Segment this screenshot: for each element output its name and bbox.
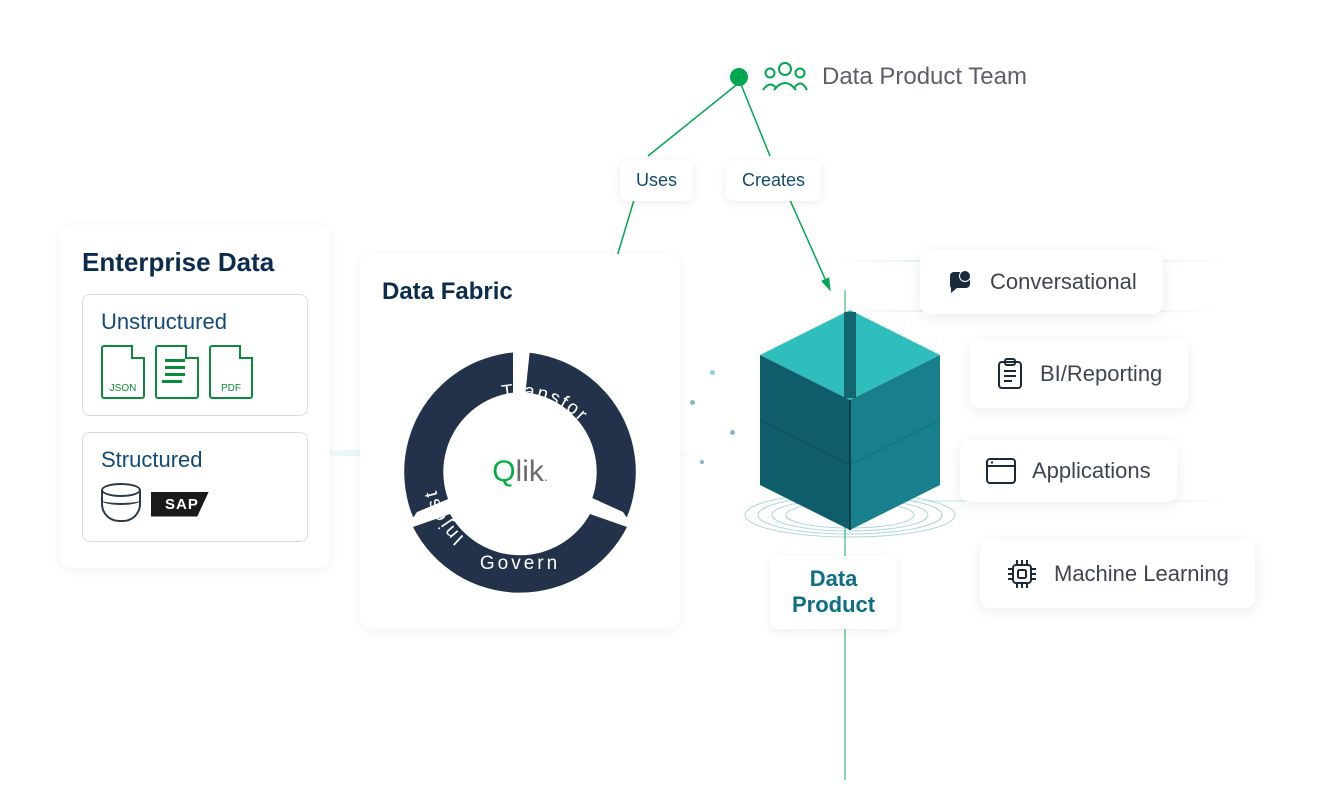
data-fabric-panel: Data Fabric Injest Transform — [360, 254, 680, 629]
output-label: Conversational — [990, 269, 1137, 295]
output-conversational: Conversational — [920, 250, 1163, 314]
creates-pill: Creates — [726, 160, 821, 201]
unstructured-box: Unstructured JSON PDF — [82, 294, 308, 416]
fabric-title: Data Fabric — [382, 278, 658, 306]
output-bi-reporting: BI/Reporting — [970, 340, 1188, 408]
output-label: Machine Learning — [1054, 561, 1229, 587]
structured-title: Structured — [101, 447, 289, 473]
text-file-icon — [155, 345, 199, 399]
output-label: BI/Reporting — [1040, 361, 1162, 387]
people-icon — [762, 60, 808, 94]
data-product-label: Data Product — [770, 556, 897, 629]
chat-icon — [946, 268, 974, 296]
decor-dot — [690, 400, 695, 405]
sap-logo: SAP — [151, 492, 209, 517]
output-machine-learning: Machine Learning — [980, 540, 1255, 608]
database-icon — [101, 483, 141, 525]
cycle-ring: Injest Transform Govern Qlik. — [395, 347, 645, 597]
window-icon — [986, 458, 1016, 484]
decor-dot — [730, 430, 735, 435]
clipboard-icon — [996, 358, 1024, 390]
uses-pill: Uses — [620, 160, 693, 201]
data-product-cube — [740, 300, 960, 560]
unstructured-title: Unstructured — [101, 309, 289, 335]
pdf-file-icon: PDF — [209, 345, 253, 399]
team-label: Data Product Team — [822, 63, 1027, 91]
enterprise-data-panel: Enterprise Data Unstructured JSON PDF St… — [60, 225, 330, 568]
enterprise-title: Enterprise Data — [82, 247, 308, 278]
qlik-logo: Qlik. — [492, 455, 548, 489]
json-file-icon: JSON — [101, 345, 145, 399]
data-product-label-l1: Data — [792, 566, 875, 592]
decor-dot — [700, 460, 704, 464]
output-applications: Applications — [960, 440, 1177, 502]
data-product-team: Data Product Team — [730, 60, 1027, 94]
structured-box: Structured SAP — [82, 432, 308, 542]
cycle-label-govern: Govern — [480, 553, 560, 574]
output-label: Applications — [1032, 458, 1151, 484]
chip-icon — [1006, 558, 1038, 590]
team-node-dot — [730, 68, 748, 86]
decor-dot — [710, 370, 715, 375]
data-product-label-l2: Product — [792, 592, 875, 618]
